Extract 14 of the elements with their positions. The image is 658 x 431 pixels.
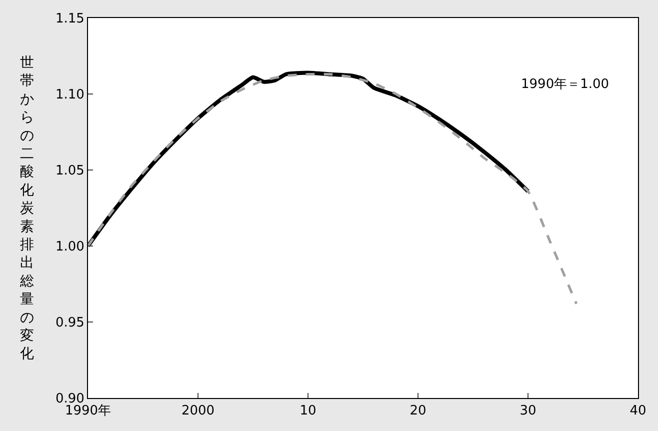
text: 世帯からの二酸化炭素排出総量の変化 <box>20 55 34 362</box>
x-tick-label: 30 <box>520 404 536 419</box>
y-tick-label: 1.00 <box>55 240 84 255</box>
x-tick-label: 20 <box>410 404 426 419</box>
y-tick-label: 1.15 <box>55 12 84 27</box>
line-series <box>88 72 578 306</box>
x-tick-label: 40 <box>630 404 646 419</box>
x-tick-label: 2000 <box>181 404 215 419</box>
annotation: 1990年＝1.00 <box>521 77 610 92</box>
y-tick-label: 1.05 <box>55 164 84 179</box>
y-tick-label: 0.95 <box>55 316 84 331</box>
x-tick-label: 1990年 <box>64 404 112 419</box>
x-tick-label: 10 <box>300 404 316 419</box>
y-tick-label: 1.10 <box>55 88 84 103</box>
